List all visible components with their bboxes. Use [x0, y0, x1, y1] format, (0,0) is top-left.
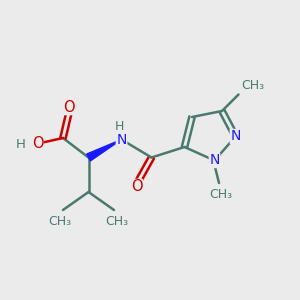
Text: H: H — [16, 137, 25, 151]
Polygon shape — [87, 140, 122, 161]
Text: CH₃: CH₃ — [242, 79, 265, 92]
Text: CH₃: CH₃ — [105, 215, 129, 228]
Text: N: N — [230, 130, 241, 143]
Text: O: O — [63, 100, 75, 115]
Text: H: H — [114, 121, 124, 134]
Text: CH₃: CH₃ — [48, 215, 72, 228]
Text: CH₃: CH₃ — [209, 188, 232, 201]
Text: N: N — [116, 133, 127, 146]
Text: N: N — [209, 154, 220, 167]
Text: O: O — [131, 179, 142, 194]
Text: O: O — [32, 136, 43, 152]
